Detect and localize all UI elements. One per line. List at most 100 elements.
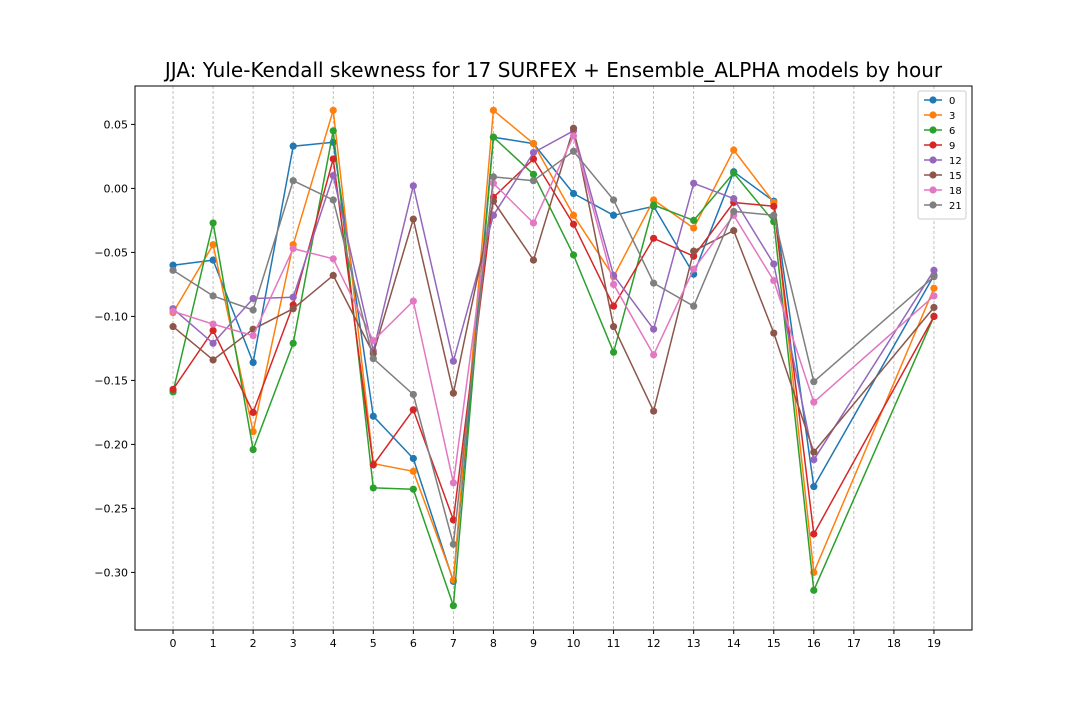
- data-point: [609, 211, 618, 219]
- data-point: [650, 201, 658, 209]
- data-point: [650, 279, 658, 287]
- data-point: [209, 326, 217, 335]
- data-point: [409, 485, 417, 493]
- series-line-12: [172, 130, 935, 461]
- data-point: [810, 456, 818, 464]
- legend-label: 12: [949, 156, 962, 167]
- data-point: [329, 271, 337, 280]
- data-point: [690, 302, 698, 310]
- data-point: [409, 215, 417, 223]
- series-line-3: [172, 109, 935, 581]
- data-point: [409, 467, 417, 475]
- series-15: [169, 124, 938, 456]
- data-point: [369, 337, 377, 345]
- data-point: [609, 302, 618, 310]
- series-12: [169, 127, 938, 464]
- data-point: [249, 428, 257, 436]
- legend-swatch-marker: [929, 126, 937, 134]
- series-line-21: [172, 150, 935, 545]
- data-point: [289, 293, 297, 301]
- data-point: [249, 332, 257, 340]
- data-point: [409, 297, 417, 305]
- data-point: [329, 106, 337, 114]
- data-point: [249, 294, 257, 303]
- legend-item-21: 21: [924, 201, 962, 212]
- data-point: [289, 339, 297, 347]
- data-point: [289, 305, 297, 313]
- data-point: [810, 398, 818, 406]
- data-point: [169, 307, 177, 315]
- x-tick-label: 10: [567, 637, 581, 650]
- data-point: [569, 189, 578, 198]
- data-point: [930, 284, 938, 292]
- data-point: [569, 251, 578, 259]
- legend-item-9: 9: [924, 141, 955, 152]
- data-point: [249, 408, 257, 416]
- data-point: [810, 530, 818, 538]
- data-point: [930, 273, 938, 281]
- data-point: [169, 266, 177, 274]
- data-point: [650, 407, 658, 415]
- series-layer: [169, 106, 938, 610]
- legend-label: 6: [949, 126, 955, 137]
- y-tick-label: −0.25: [94, 502, 128, 515]
- series-6: [169, 127, 938, 610]
- data-point: [409, 454, 417, 463]
- data-point: [449, 602, 457, 610]
- data-point: [730, 227, 738, 235]
- data-point: [409, 182, 417, 190]
- data-point: [810, 586, 818, 594]
- data-point: [770, 211, 778, 219]
- data-point: [690, 179, 698, 187]
- legend-label: 3: [949, 111, 955, 122]
- legend-label: 9: [949, 141, 955, 152]
- series-line-0: [172, 136, 935, 583]
- data-point: [529, 155, 538, 163]
- data-point: [770, 260, 778, 268]
- y-tick-label: −0.05: [94, 246, 128, 259]
- data-point: [730, 146, 738, 154]
- x-tick-label: 9: [530, 637, 537, 650]
- data-point: [249, 445, 257, 454]
- x-tick-label: 7: [450, 637, 457, 650]
- data-point: [930, 312, 938, 320]
- data-point: [289, 177, 297, 185]
- data-point: [569, 211, 578, 219]
- data-point: [369, 484, 377, 492]
- data-point: [930, 292, 938, 300]
- data-point: [329, 155, 337, 163]
- data-point: [409, 406, 417, 414]
- data-point: [609, 348, 618, 356]
- data-point: [650, 196, 658, 204]
- data-point: [569, 124, 578, 132]
- data-point: [609, 196, 618, 204]
- data-point: [289, 244, 297, 253]
- y-tick-label: −0.20: [94, 438, 128, 451]
- data-point: [810, 448, 818, 456]
- data-point: [569, 220, 578, 228]
- data-point: [730, 169, 738, 177]
- data-point: [690, 216, 698, 224]
- legend-label: 15: [949, 171, 962, 182]
- x-tick-label: 4: [330, 637, 337, 650]
- data-point: [329, 172, 337, 180]
- data-point: [650, 234, 658, 242]
- data-point: [770, 329, 778, 337]
- chart-title: JJA: Yule-Kendall skewness for 17 SURFEX…: [164, 58, 943, 82]
- data-point: [369, 461, 377, 469]
- legend-item-6: 6: [924, 126, 955, 137]
- data-point: [209, 256, 217, 264]
- x-tick-label: 11: [607, 637, 621, 650]
- legend-swatch-marker: [929, 141, 937, 149]
- data-point: [690, 224, 698, 232]
- legend-swatch-marker: [929, 201, 937, 209]
- data-point: [369, 355, 377, 363]
- data-point: [209, 320, 217, 328]
- data-point: [329, 196, 337, 204]
- data-point: [369, 412, 377, 420]
- x-tick-label: 3: [290, 637, 297, 650]
- legend-item-15: 15: [924, 171, 962, 182]
- data-point: [409, 390, 417, 399]
